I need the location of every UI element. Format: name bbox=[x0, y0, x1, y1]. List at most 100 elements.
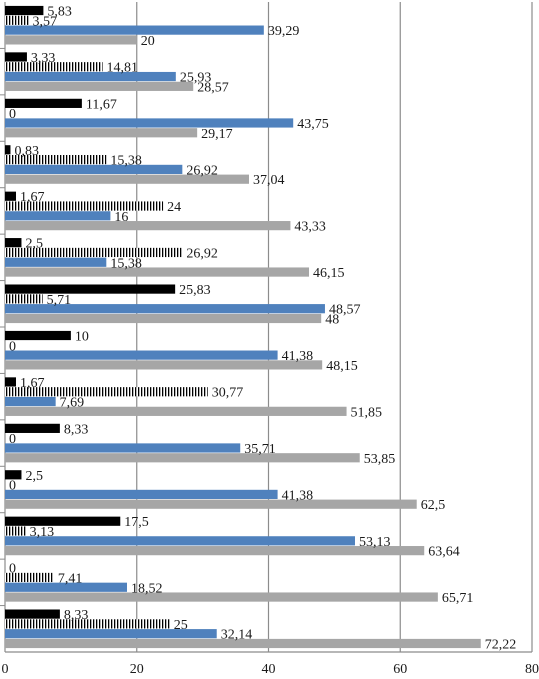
x-tick-label: 40 bbox=[262, 662, 276, 677]
bar-blue bbox=[5, 211, 111, 221]
data-label: 8,33 bbox=[64, 422, 88, 437]
x-tick-label: 0 bbox=[2, 662, 9, 677]
bar-blue bbox=[5, 164, 183, 174]
bar-black bbox=[5, 52, 27, 62]
data-label: 17,5 bbox=[124, 515, 149, 530]
data-label: 15,38 bbox=[110, 256, 142, 271]
bar-gray bbox=[5, 128, 198, 138]
bar-gray bbox=[5, 499, 417, 509]
data-label: 30,77 bbox=[212, 386, 244, 401]
bar-blue bbox=[5, 25, 264, 35]
data-label: 7,69 bbox=[60, 396, 85, 411]
x-tick-label: 60 bbox=[393, 662, 407, 677]
data-label: 48 bbox=[325, 312, 339, 327]
bar-striped bbox=[5, 526, 26, 536]
data-label: 1,67 bbox=[20, 190, 45, 205]
bar-black bbox=[5, 516, 121, 526]
bar-gray bbox=[5, 638, 481, 649]
data-label: 0 bbox=[9, 432, 16, 447]
data-label: 25,93 bbox=[180, 71, 212, 86]
data-label: 1,67 bbox=[20, 376, 45, 391]
data-label: 26,92 bbox=[186, 163, 218, 178]
data-label: 0 bbox=[9, 479, 16, 494]
data-label: 41,38 bbox=[282, 349, 314, 364]
data-label: 24 bbox=[167, 200, 181, 215]
data-label: 41,38 bbox=[282, 488, 314, 503]
bar-gray bbox=[5, 406, 347, 416]
data-label: 48,15 bbox=[326, 359, 358, 374]
bar-striped bbox=[5, 619, 170, 629]
bar-striped bbox=[5, 387, 208, 397]
data-label: 0 bbox=[9, 107, 16, 122]
data-label: 0 bbox=[9, 562, 16, 577]
data-label: 29,17 bbox=[201, 127, 233, 142]
bar-gray bbox=[5, 453, 360, 463]
data-label: 7,41 bbox=[58, 571, 82, 586]
data-label: 16 bbox=[114, 210, 128, 225]
data-label: 0,83 bbox=[14, 144, 39, 159]
data-label: 25,83 bbox=[179, 283, 211, 298]
bar-gray bbox=[5, 174, 250, 184]
data-label: 48,57 bbox=[329, 303, 361, 318]
data-label: 53,13 bbox=[359, 535, 391, 550]
bar-black bbox=[5, 191, 17, 201]
data-label: 39,29 bbox=[268, 24, 300, 39]
data-label: 14,81 bbox=[107, 61, 139, 76]
bar-black bbox=[5, 470, 22, 480]
bar-black bbox=[5, 284, 176, 294]
bar-striped bbox=[5, 294, 43, 304]
bar-blue bbox=[5, 118, 294, 128]
data-label: 2,5 bbox=[25, 237, 43, 252]
data-label: 53,85 bbox=[364, 452, 396, 467]
bar-blue bbox=[5, 304, 325, 314]
data-label: 5,83 bbox=[47, 5, 71, 20]
data-label: 2,5 bbox=[25, 469, 43, 484]
data-label: 43,75 bbox=[297, 117, 329, 132]
bar-gray bbox=[5, 592, 438, 602]
bar-striped bbox=[5, 201, 164, 211]
bar-striped bbox=[5, 15, 29, 25]
data-label: 63,64 bbox=[428, 545, 460, 560]
data-label: 20 bbox=[141, 34, 155, 49]
data-label: 32,14 bbox=[221, 628, 253, 643]
data-label: 65,71 bbox=[442, 591, 474, 606]
bars bbox=[5, 5, 481, 649]
x-tick-label: 20 bbox=[130, 662, 144, 677]
bar-blue bbox=[5, 629, 217, 639]
data-label: 62,5 bbox=[421, 498, 446, 513]
data-label: 35,71 bbox=[244, 442, 276, 457]
bar-gray bbox=[5, 360, 323, 370]
bar-blue bbox=[5, 536, 355, 546]
data-label: 18,52 bbox=[131, 581, 163, 596]
data-label: 43,33 bbox=[294, 220, 326, 235]
bar-blue bbox=[5, 71, 176, 82]
bar-striped bbox=[5, 572, 54, 583]
bar-gray bbox=[5, 81, 194, 91]
data-label: 46,15 bbox=[313, 266, 345, 281]
bar-blue bbox=[5, 350, 278, 360]
bar-black bbox=[5, 145, 11, 155]
bar-black bbox=[5, 609, 60, 619]
bar-blue bbox=[5, 489, 278, 499]
data-label: 72,22 bbox=[485, 637, 517, 652]
bar-black bbox=[5, 238, 22, 248]
data-label: 51,85 bbox=[351, 405, 383, 420]
bar-gray bbox=[5, 267, 310, 277]
x-axis-ticks: 0 20 40 60 80 bbox=[2, 662, 539, 677]
bar-black bbox=[5, 423, 60, 433]
x-tick-label: 80 bbox=[525, 662, 539, 677]
bar-striped bbox=[5, 247, 183, 258]
bar-black bbox=[5, 377, 17, 387]
bar-blue bbox=[5, 443, 241, 453]
bar-gray bbox=[5, 221, 291, 231]
data-label: 8,33 bbox=[64, 608, 88, 623]
bar-gray bbox=[5, 546, 425, 556]
data-label: 28,57 bbox=[197, 80, 229, 95]
bar-gray bbox=[5, 313, 322, 324]
data-label: 15,38 bbox=[110, 154, 142, 169]
bar-blue bbox=[5, 257, 107, 267]
bar-black bbox=[5, 98, 82, 108]
bar-black bbox=[5, 330, 71, 341]
data-label: 3,57 bbox=[33, 14, 58, 29]
